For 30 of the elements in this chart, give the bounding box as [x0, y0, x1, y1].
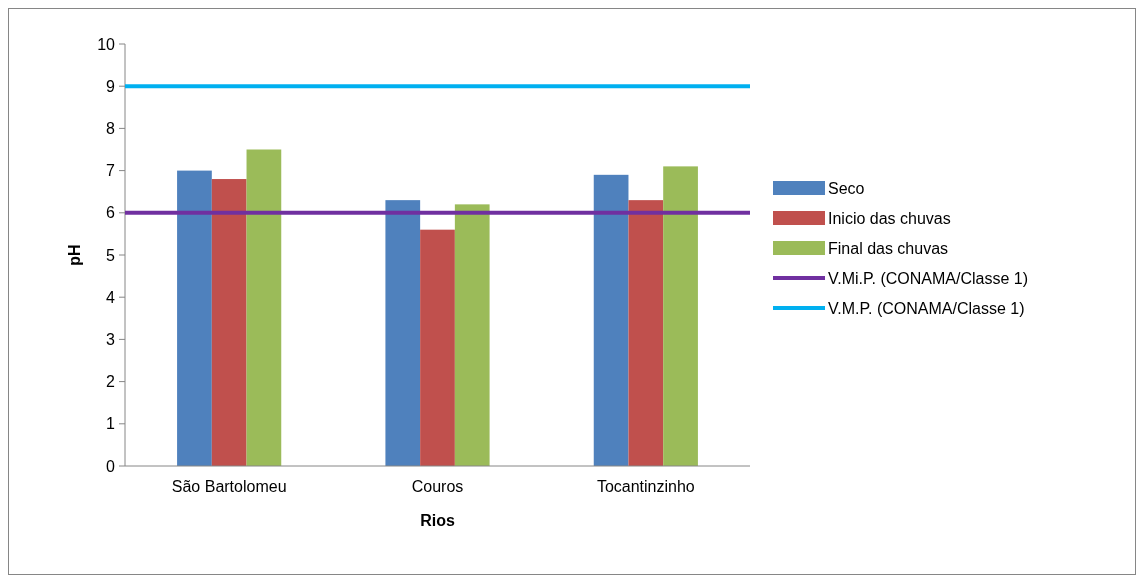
y-tick-label: 6 — [106, 204, 116, 222]
y-tick-label: 5 — [106, 246, 116, 264]
bar — [593, 174, 629, 466]
legend-label: V.M.P. (CONAMA/Classe 1) — [828, 299, 1025, 317]
bar — [211, 179, 247, 466]
bar — [177, 170, 212, 466]
legend-label: Inicio das chuvas — [828, 209, 951, 227]
y-tick-label: 2 — [106, 373, 116, 391]
y-tick-label: 8 — [106, 120, 116, 137]
x-tick-label: Tocantinzinho — [596, 478, 695, 495]
legend-label: Final das chuvas — [828, 239, 949, 257]
y-tick-label: 0 — [106, 457, 116, 475]
legend-label: V.Mi.P. (CONAMA/Classe 1) — [828, 269, 1029, 287]
bar — [663, 166, 698, 466]
y-tick-label: 1 — [106, 415, 116, 433]
legend-label: Seco — [828, 179, 865, 197]
bar — [246, 149, 282, 466]
y-axis-title: pH — [66, 244, 83, 266]
bar — [420, 229, 455, 466]
bar — [628, 200, 664, 466]
bar — [454, 204, 490, 466]
y-tick-label: 9 — [106, 77, 116, 95]
x-tick-label: Couros — [411, 478, 464, 495]
y-tick-label: 10 — [97, 35, 116, 53]
y-tick-label: 4 — [106, 288, 116, 306]
y-tick-label: 7 — [106, 162, 116, 180]
x-tick-label: São Bartolomeu — [171, 478, 287, 495]
bar — [385, 200, 421, 466]
x-axis-title: Rios — [420, 512, 455, 529]
y-tick-label: 3 — [106, 331, 116, 348]
